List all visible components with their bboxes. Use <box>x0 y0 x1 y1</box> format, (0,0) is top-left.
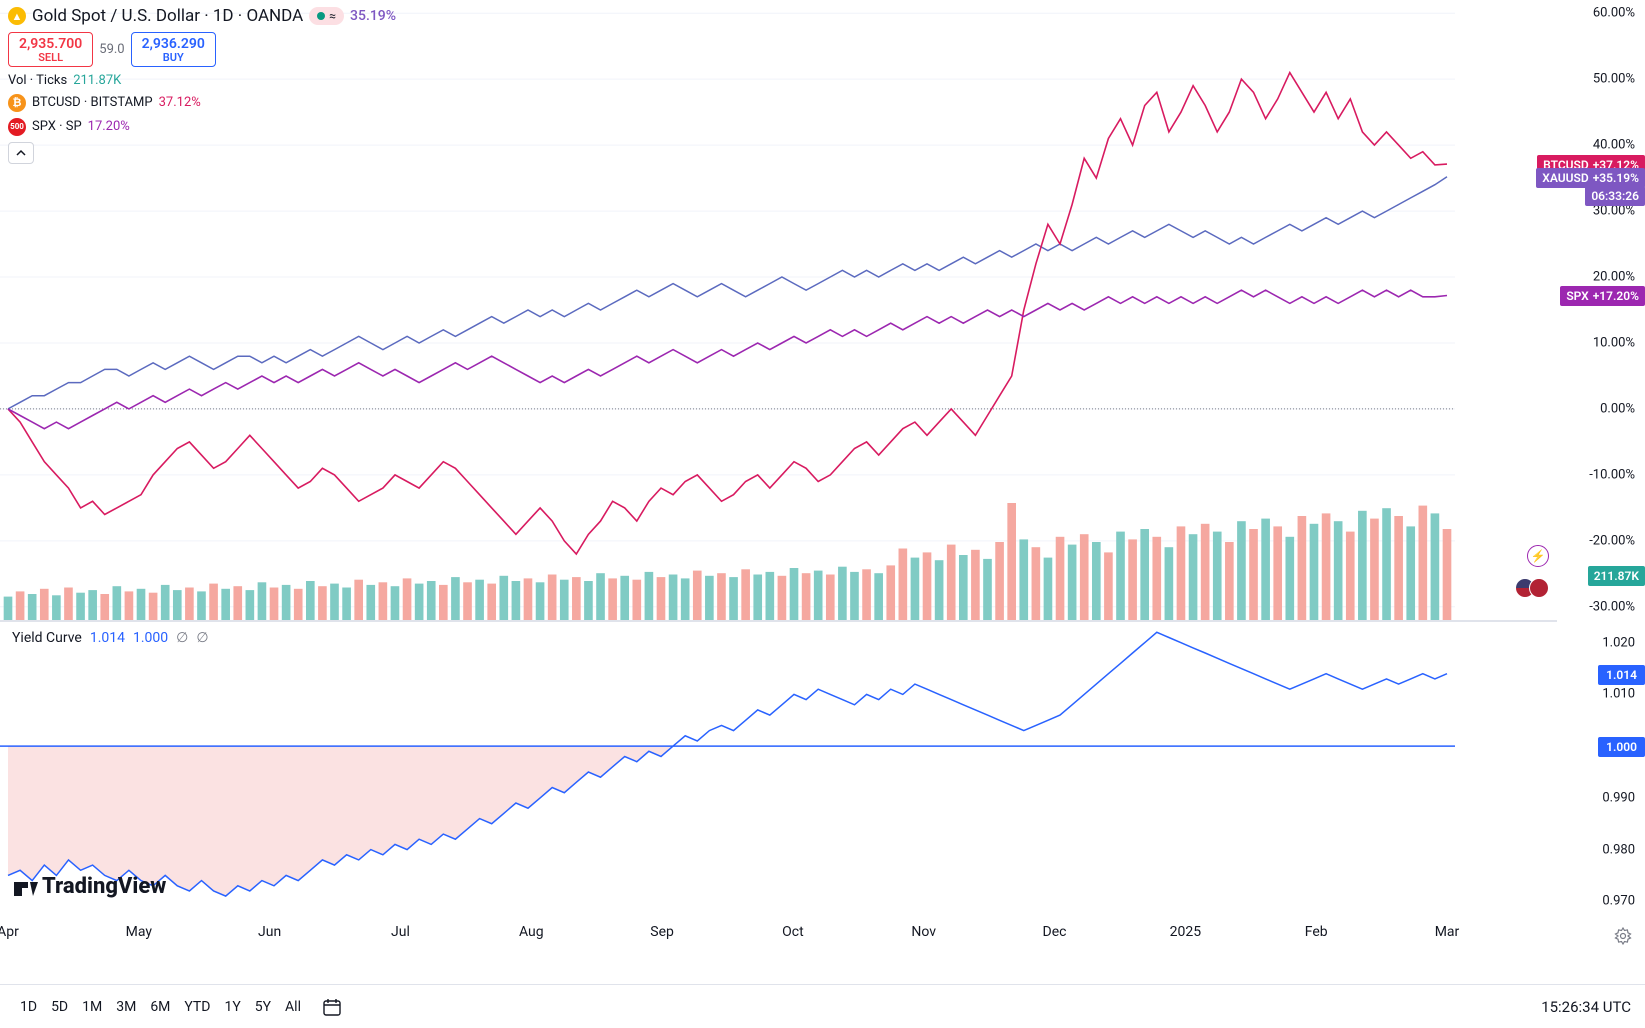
y-tick: 40.00% <box>1593 138 1635 153</box>
yield-legend-val: ∅ <box>176 630 188 646</box>
btc-label: BTCUSD · BITSTAMP <box>32 95 153 110</box>
price-tag: 211.87K <box>1588 566 1645 586</box>
yield-legend-val: ∅ <box>196 630 208 646</box>
yield-price-tag: 1.000 <box>1598 737 1645 757</box>
y-tick: -30.00% <box>1589 599 1635 614</box>
price-axis[interactable]: 60.00%50.00%40.00%30.00%20.00%10.00%0.00… <box>1557 0 1645 620</box>
gold-icon: ▲ <box>8 7 26 25</box>
symbol-title[interactable]: Gold Spot / U.S. Dollar · 1D · OANDA <box>32 6 303 26</box>
x-tick: Aug <box>519 924 544 940</box>
bitcoin-icon: ₿ <box>8 94 26 112</box>
x-tick: Dec <box>1043 924 1067 940</box>
countdown-tag: 06:33:26 <box>1585 186 1645 206</box>
yield-legend: Yield Curve 1.014 1.000 ∅ ∅ <box>12 630 217 646</box>
x-tick: Oct <box>782 924 804 940</box>
btc-value: 37.12% <box>159 95 201 110</box>
market-status-pill: ≈ <box>309 7 344 25</box>
buy-button[interactable]: 2,936.290 BUY <box>131 32 216 67</box>
range-ytd[interactable]: YTD <box>178 995 216 1019</box>
collapse-legend-button[interactable] <box>8 142 34 164</box>
x-tick: Sep <box>650 924 674 940</box>
range-1y[interactable]: 1Y <box>218 995 246 1019</box>
chevron-up-icon <box>16 148 26 158</box>
range-3m[interactable]: 3M <box>110 995 142 1019</box>
x-tick: Jul <box>391 924 410 940</box>
yield-chart-svg <box>0 622 1455 922</box>
range-5d[interactable]: 5D <box>45 995 74 1019</box>
buy-price: 2,936.290 <box>142 36 205 52</box>
yield-y-tick: 0.990 <box>1602 790 1635 805</box>
range-all[interactable]: All <box>279 995 307 1019</box>
spx-label: SPX · SP <box>32 119 82 134</box>
time-axis[interactable]: Apr May Jun Jul Aug Sep Oct Nov Dec 2025 Feb Mar <box>0 924 1645 954</box>
range-1d[interactable]: 1D <box>14 995 43 1019</box>
y-tick: 60.00% <box>1593 6 1635 21</box>
yield-y-tick: 0.980 <box>1602 842 1635 857</box>
y-tick: -20.00% <box>1589 533 1635 548</box>
flash-alert-icon[interactable]: ⚡ <box>1527 545 1549 567</box>
tradingview-logo: TradingView <box>14 874 166 899</box>
header-pct: 35.19% <box>350 8 396 24</box>
volume-label: Vol · Ticks <box>8 73 67 88</box>
bottom-toolbar: 1D5D1M3M6MYTD1Y5YAll 15:26:34 UTC <box>0 984 1645 1028</box>
spread-value: 59.0 <box>99 42 124 57</box>
calendar-icon[interactable] <box>321 996 343 1018</box>
volume-value: 211.87K <box>73 73 121 88</box>
sell-price: 2,935.700 <box>19 36 82 52</box>
yield-legend-val: 1.014 <box>90 630 125 646</box>
approx-icon: ≈ <box>329 9 336 23</box>
yield-y-tick: 1.010 <box>1602 687 1635 702</box>
spx-value: 17.20% <box>88 119 130 134</box>
yield-y-tick: 1.020 <box>1602 635 1635 650</box>
logo-text: TradingView <box>42 874 166 899</box>
x-tick: May <box>126 924 152 940</box>
yield-curve-pane[interactable]: Yield Curve 1.014 1.000 ∅ ∅ <box>0 622 1645 922</box>
economic-events-icon[interactable] <box>1521 578 1549 598</box>
y-tick: 50.00% <box>1593 72 1635 87</box>
x-tick: Jun <box>258 924 281 940</box>
sell-label: SELL <box>38 52 63 65</box>
yield-y-tick: 0.970 <box>1602 894 1635 909</box>
y-tick: 20.00% <box>1593 270 1635 285</box>
range-5y[interactable]: 5Y <box>249 995 277 1019</box>
yield-legend-val: 1.000 <box>133 630 168 646</box>
sell-button[interactable]: 2,935.700 SELL <box>8 32 93 67</box>
buy-label: BUY <box>163 52 184 65</box>
x-tick: Nov <box>911 924 936 940</box>
y-tick: -10.00% <box>1589 467 1635 482</box>
yield-price-tag: 1.014 <box>1598 665 1645 685</box>
x-tick: Apr <box>0 924 19 940</box>
y-tick: 0.00% <box>1600 401 1635 416</box>
spx-icon: 500 <box>8 118 26 136</box>
x-tick: Feb <box>1305 924 1328 940</box>
axis-settings-icon[interactable] <box>1613 926 1633 946</box>
range-6m[interactable]: 6M <box>144 995 176 1019</box>
y-tick: 10.00% <box>1593 335 1635 350</box>
x-tick: 2025 <box>1170 924 1201 940</box>
range-1m[interactable]: 1M <box>76 995 108 1019</box>
chart-root: 60.00%50.00%40.00%30.00%20.00%10.00%0.00… <box>0 0 1645 1028</box>
price-tag: SPX+17.20% <box>1560 286 1645 306</box>
price-tag: XAUUSD+35.19% <box>1536 168 1645 188</box>
x-tick: Mar <box>1435 924 1460 940</box>
yield-label: Yield Curve <box>12 630 82 646</box>
symbol-legend: ▲ Gold Spot / U.S. Dollar · 1D · OANDA ≈… <box>8 6 396 170</box>
yield-axis[interactable]: 1.0201.0101.0000.9900.9800.9701.0141.000 <box>1565 622 1645 922</box>
utc-clock[interactable]: 15:26:34 UTC <box>1541 998 1631 1016</box>
